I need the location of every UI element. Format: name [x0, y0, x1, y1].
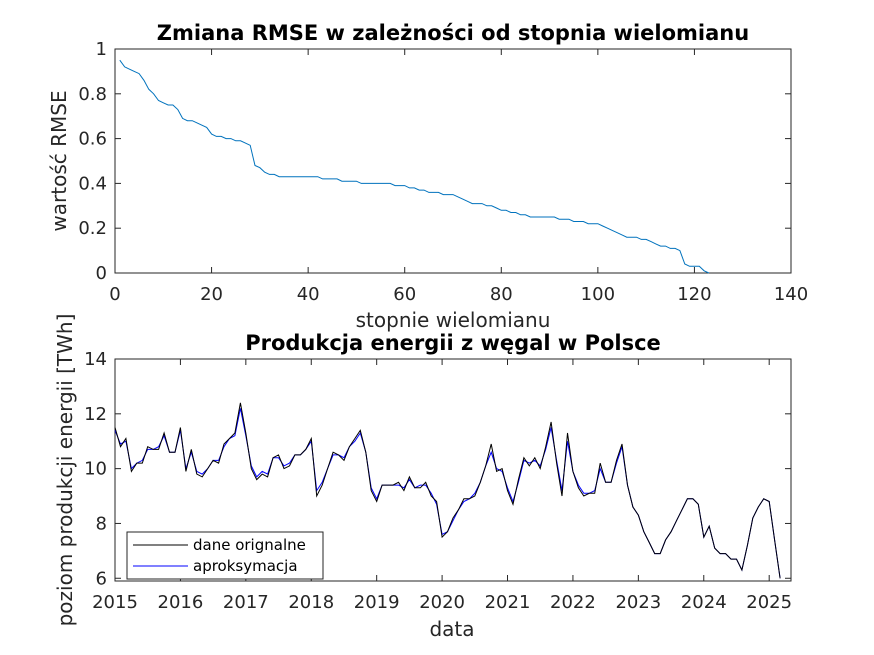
original-series-line: [114, 402, 781, 579]
rmse-x-tick-label: 80: [490, 284, 513, 305]
rmse-x-tick-label: 140: [774, 284, 808, 305]
energy-y-tick-label: 12: [84, 404, 107, 425]
energy-x-tick-label: 2022: [550, 592, 596, 613]
energy-x-tick-label: 2018: [288, 592, 334, 613]
energy-x-tick-label: 2016: [158, 592, 204, 613]
rmse-y-tick-label: 0.6: [78, 129, 107, 150]
rmse-y-tick-label: 0: [96, 263, 107, 284]
energy-chart-title: Produkcja energii z węgal w Polsce: [245, 331, 661, 355]
energy-x-tick-label: 2015: [92, 592, 138, 613]
legend-box: [126, 531, 324, 580]
rmse-y-ticks: 0 0.2 0.4 0.6 0.8 1: [78, 39, 791, 284]
energy-x-tick-label: 2024: [681, 592, 727, 613]
rmse-y-tick-label: 0.2: [78, 218, 107, 239]
rmse-x-tick-label: 120: [677, 284, 711, 305]
rmse-x-tick-label: 20: [200, 284, 223, 305]
energy-y-tick-label: 10: [84, 459, 107, 480]
legend-label-approx: aproksymacja: [193, 557, 298, 575]
energy-y-tick-label: 8: [96, 513, 107, 534]
energy-y-tick-label: 6: [96, 568, 107, 589]
rmse-y-tick-label: 1: [96, 39, 107, 60]
coal-energy-chart: Produkcja energii z węgal w Polsce data …: [53, 314, 792, 641]
energy-x-tick-label: 2019: [354, 592, 400, 613]
rmse-x-tick-label: 40: [297, 284, 320, 305]
energy-y-ticks: 6 8 10 12 14: [84, 349, 791, 589]
rmse-y-tick-label: 0.4: [78, 173, 107, 194]
rmse-chart: Zmiana RMSE w zależności od stopnia wiel…: [47, 21, 808, 332]
rmse-x-axis-label: stopnie wielomianu: [356, 308, 551, 332]
energy-y-axis-label: poziom produkcji energii [TWh]: [53, 314, 77, 627]
rmse-x-tick-label: 100: [581, 284, 615, 305]
rmse-x-tick-label: 60: [393, 284, 416, 305]
rmse-x-ticks: 0 20 40 60 80 100 120 140: [109, 49, 808, 305]
energy-x-tick-label: 2021: [485, 592, 531, 613]
legend-label-original: dane orignalne: [193, 536, 306, 554]
energy-x-tick-label: 2020: [419, 592, 465, 613]
rmse-series-line: [119, 59, 710, 274]
rmse-y-tick-label: 0.8: [78, 84, 107, 105]
energy-x-tick-label: 2023: [615, 592, 661, 613]
energy-x-axis-label: data: [429, 617, 474, 641]
legend: dane orignalne aproksymacja: [126, 531, 324, 580]
energy-x-tick-label: 2025: [746, 592, 792, 613]
energy-x-ticks: 2015 2016 2017 2018 2019 2020 2021 2022 2023 2024…: [92, 359, 792, 613]
rmse-chart-title: Zmiana RMSE w zależności od stopnia wiel…: [157, 21, 749, 45]
energy-y-tick-label: 14: [84, 349, 107, 370]
rmse-y-axis-label: wartość RMSE: [47, 90, 71, 231]
rmse-axes-box: [114, 48, 792, 274]
rmse-x-tick-label: 0: [109, 284, 120, 305]
energy-x-tick-label: 2017: [223, 592, 269, 613]
